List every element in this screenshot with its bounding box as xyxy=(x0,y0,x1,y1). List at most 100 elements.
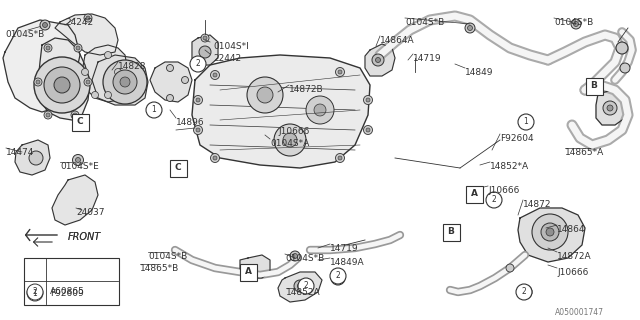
Circle shape xyxy=(314,104,326,116)
Circle shape xyxy=(213,73,217,77)
Circle shape xyxy=(546,228,554,236)
Polygon shape xyxy=(38,38,90,120)
FancyBboxPatch shape xyxy=(586,77,602,94)
Circle shape xyxy=(616,42,628,54)
Circle shape xyxy=(506,264,514,272)
Circle shape xyxy=(115,68,122,76)
Circle shape xyxy=(274,124,306,156)
Circle shape xyxy=(541,223,559,241)
Text: 0104S*I: 0104S*I xyxy=(213,42,249,51)
Circle shape xyxy=(522,290,526,294)
Text: J10666: J10666 xyxy=(557,268,588,277)
Circle shape xyxy=(257,87,273,103)
Text: 0104S*B: 0104S*B xyxy=(5,30,44,39)
Circle shape xyxy=(120,77,130,87)
Text: A60865: A60865 xyxy=(50,287,85,297)
Text: 2: 2 xyxy=(196,60,200,68)
Text: 14865*B: 14865*B xyxy=(140,264,179,273)
Circle shape xyxy=(298,278,314,294)
Polygon shape xyxy=(150,62,192,102)
Text: 2: 2 xyxy=(492,196,497,204)
Circle shape xyxy=(338,156,342,160)
Circle shape xyxy=(486,192,502,208)
Circle shape xyxy=(519,287,529,297)
Circle shape xyxy=(283,133,297,147)
Circle shape xyxy=(27,285,43,301)
Circle shape xyxy=(532,214,568,250)
Circle shape xyxy=(366,128,370,132)
Text: 2: 2 xyxy=(335,271,340,281)
Circle shape xyxy=(84,78,92,86)
Circle shape xyxy=(44,111,52,119)
Text: 14896: 14896 xyxy=(176,118,205,127)
Circle shape xyxy=(34,78,42,86)
Circle shape xyxy=(331,271,345,285)
Circle shape xyxy=(199,46,211,58)
Circle shape xyxy=(518,114,534,130)
Text: 0104S*B: 0104S*B xyxy=(148,252,188,261)
Circle shape xyxy=(71,111,79,119)
Circle shape xyxy=(292,253,298,259)
Text: 24242: 24242 xyxy=(65,18,93,27)
Text: F92609: F92609 xyxy=(50,289,84,298)
Text: A050001747: A050001747 xyxy=(555,308,604,317)
Circle shape xyxy=(196,128,200,132)
Circle shape xyxy=(76,157,81,163)
Text: 14852*A: 14852*A xyxy=(490,162,529,171)
Text: 14474: 14474 xyxy=(6,148,35,157)
Circle shape xyxy=(92,92,99,99)
Text: 14828: 14828 xyxy=(118,62,147,71)
Circle shape xyxy=(335,154,344,163)
Circle shape xyxy=(42,22,47,28)
Circle shape xyxy=(27,284,43,300)
Circle shape xyxy=(364,95,372,105)
Circle shape xyxy=(182,76,189,84)
Text: A: A xyxy=(244,268,252,276)
Circle shape xyxy=(46,113,50,117)
Text: 0104S*E: 0104S*E xyxy=(60,162,99,171)
FancyBboxPatch shape xyxy=(465,186,483,203)
Text: 24037: 24037 xyxy=(76,208,104,217)
Circle shape xyxy=(516,284,532,300)
Circle shape xyxy=(467,26,472,30)
Circle shape xyxy=(211,70,220,79)
Text: 14849A: 14849A xyxy=(330,258,365,267)
Circle shape xyxy=(465,23,475,33)
FancyBboxPatch shape xyxy=(442,223,460,241)
Circle shape xyxy=(335,68,344,76)
Text: C: C xyxy=(175,164,181,172)
Circle shape xyxy=(104,52,111,59)
Text: 2: 2 xyxy=(33,287,37,297)
Circle shape xyxy=(104,92,111,99)
Text: 0104S*B: 0104S*B xyxy=(554,18,593,27)
Circle shape xyxy=(294,280,306,292)
Polygon shape xyxy=(192,35,218,65)
Circle shape xyxy=(364,125,372,134)
FancyBboxPatch shape xyxy=(72,114,88,131)
Text: 14872: 14872 xyxy=(523,200,552,209)
Text: 1: 1 xyxy=(152,106,156,115)
Text: J10666: J10666 xyxy=(278,127,309,136)
Circle shape xyxy=(36,80,40,84)
Text: 1: 1 xyxy=(524,117,529,126)
Text: 14719: 14719 xyxy=(330,244,358,253)
Text: 14849: 14849 xyxy=(465,68,493,77)
Circle shape xyxy=(40,20,50,30)
Polygon shape xyxy=(55,14,118,55)
Circle shape xyxy=(44,44,52,52)
Circle shape xyxy=(211,154,220,163)
Text: FRONT: FRONT xyxy=(68,232,101,242)
Circle shape xyxy=(620,63,630,73)
Text: A: A xyxy=(470,189,477,198)
Circle shape xyxy=(86,16,90,20)
FancyBboxPatch shape xyxy=(239,263,257,281)
Circle shape xyxy=(74,44,82,52)
Circle shape xyxy=(247,77,283,113)
Circle shape xyxy=(330,268,346,284)
Text: FRONT: FRONT xyxy=(68,232,101,242)
Text: B: B xyxy=(591,82,597,91)
FancyBboxPatch shape xyxy=(170,159,186,177)
Circle shape xyxy=(573,21,579,27)
Circle shape xyxy=(201,34,209,42)
Text: C: C xyxy=(77,117,83,126)
